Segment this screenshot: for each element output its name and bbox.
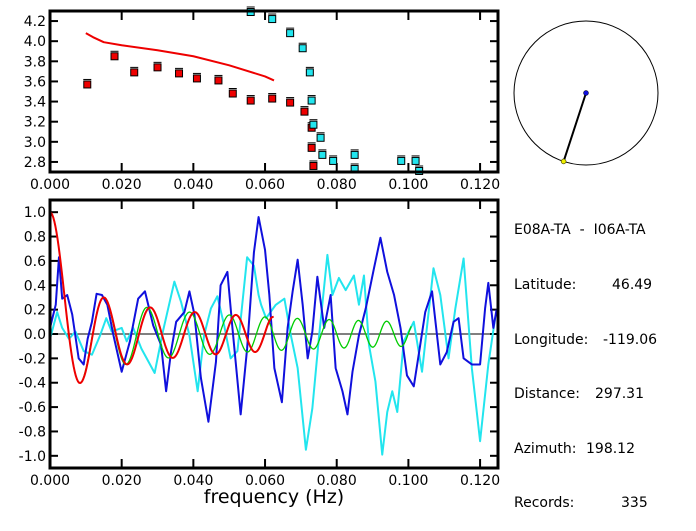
info-label: Azimuth: (514, 440, 577, 457)
info-row-distance: Distance: 297.31 (514, 385, 646, 403)
info-value: -119.06 (603, 331, 658, 348)
cyan-data-point (350, 150, 359, 159)
y-tick-label: 4.2 (24, 14, 46, 30)
correlation-plot: 0.000 0.020 0.040 0.060 0.080 0.100 0.120 -1.0 -… (19, 198, 500, 489)
info-row-records: Records: 335 (514, 494, 648, 512)
x-tick-label: 0.040 (173, 177, 213, 193)
info-label: Longitude: (514, 331, 589, 348)
info-row-longitude: Longitude: -119.06 (514, 331, 657, 349)
info-value: 198.12 (586, 440, 635, 457)
info-row-latitude: Latitude: 46.49 (514, 276, 652, 294)
station-pair-title: E08A-TA - I06A-TA (514, 222, 646, 239)
cyan-data-point (316, 133, 325, 142)
info-row-azimuth: Azimuth: 198.12 (514, 440, 646, 458)
dispersion-plot: 0.000 0.020 0.040 0.060 0.080 0.100 0.120 2.8 3.… (24, 6, 500, 193)
red-data-point (130, 68, 139, 77)
x-tick-label: 0.040 (173, 473, 213, 489)
figure: 0.000 0.020 0.040 0.060 0.080 0.100 0.120 2.8 3.… (19, 6, 659, 508)
red-data-point (286, 98, 295, 107)
info-value: 46.49 (612, 277, 653, 293)
y-tick-label: 0.4 (24, 278, 46, 294)
y-tick-label: 3.8 (24, 54, 46, 70)
cyan-data-point (309, 120, 318, 129)
red-data-point (300, 107, 309, 116)
azimuth-map (513, 20, 659, 166)
red-data-point (153, 63, 162, 72)
x-tick-label: 0.080 (317, 473, 357, 489)
x-tick-label: 0.100 (388, 473, 428, 489)
red-phase-velocity-curve (85, 32, 275, 82)
red-data-point (228, 89, 237, 98)
x-tick-label: 0.020 (102, 473, 142, 489)
info-value: 335 (621, 495, 648, 512)
cyan-data-point (305, 68, 314, 77)
remote-station-dot (560, 158, 567, 165)
y-tick-label: -1.0 (19, 449, 46, 465)
green-model-bessel-curve (81, 296, 412, 381)
cyan-data-point (268, 15, 277, 24)
y-tick-label: -0.4 (19, 376, 46, 392)
red-data-point (307, 143, 316, 152)
red-data-point (110, 52, 119, 61)
x-tick-label: 0.060 (245, 177, 285, 193)
azimuth-line (562, 92, 587, 162)
y-tick-label: -0.8 (19, 424, 46, 440)
x-tick-label: 0.120 (460, 177, 500, 193)
red-data-point (192, 74, 201, 83)
red-data-point (246, 96, 255, 105)
cyan-data-point (397, 156, 406, 165)
y-tick-label: 3.6 (24, 74, 46, 90)
cyan-data-point (286, 29, 295, 38)
x-axis-label: frequency (Hz) (204, 486, 344, 508)
red-data-point (309, 161, 318, 170)
cyan-data-point (318, 150, 327, 159)
y-tick-label: 2.8 (24, 155, 46, 171)
red-model-bessel-curve (49, 211, 274, 385)
x-tick-label: 0.000 (30, 177, 70, 193)
station-info-panel: E08A-TA - I06A-TA Latitude: 46.49 Longitu… (514, 185, 657, 531)
red-data-point (214, 76, 223, 85)
y-tick-label: 0.0 (24, 327, 46, 343)
azimuth-circle (513, 20, 659, 166)
y-tick-label: 3.2 (24, 115, 46, 131)
info-value: 297.31 (595, 386, 644, 403)
y-tick-label: 0.2 (24, 303, 46, 319)
y-tick-label: -0.6 (19, 400, 46, 416)
x-tick-label: 0.000 (30, 473, 70, 489)
y-tick-label: 0.8 (24, 230, 46, 246)
y-tick-label: 1.0 (24, 205, 46, 221)
plot-frame (48, 9, 500, 174)
info-label: Records: (514, 495, 575, 512)
plot-frame (48, 198, 500, 470)
cyan-data-point (329, 156, 338, 165)
y-tick-label: 0.6 (24, 254, 46, 270)
x-tick-label: 0.060 (245, 473, 285, 489)
x-tick-label: 0.120 (460, 473, 500, 489)
y-tick-label: 3.0 (24, 135, 46, 151)
x-tick-label: 0.080 (317, 177, 357, 193)
y-tick-label: -0.2 (19, 351, 46, 367)
station-dot (583, 90, 589, 96)
x-tick-label: 0.020 (102, 177, 142, 193)
red-data-point (83, 80, 92, 89)
cyan-data-point (307, 96, 316, 105)
info-label: Latitude: (514, 277, 577, 293)
y-tick-label: 4.0 (24, 34, 46, 50)
x-tick-label: 0.100 (388, 177, 428, 193)
red-data-point (268, 94, 277, 103)
y-tick-label: 3.4 (24, 95, 46, 111)
info-label: Distance: (514, 386, 580, 403)
cyan-data-point (298, 44, 307, 53)
blue-correlation-series (49, 216, 498, 423)
cyan-data-point (411, 156, 420, 165)
red-data-point (175, 69, 184, 78)
